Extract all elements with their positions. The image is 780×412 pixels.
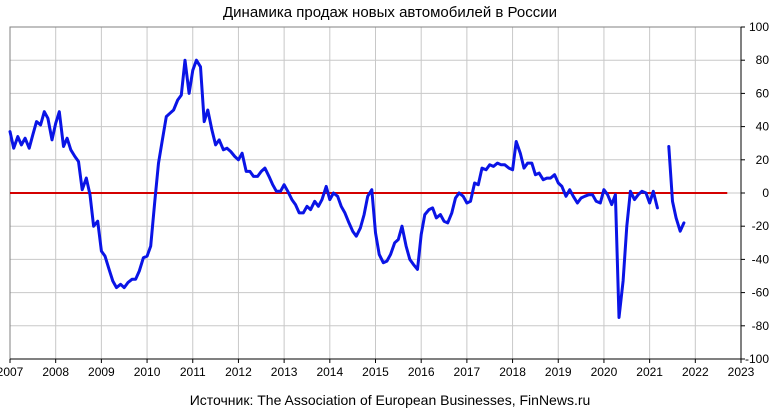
y-tick-label: -40 xyxy=(752,252,770,266)
y-tick-label: 0 xyxy=(762,186,769,200)
y-tick-label: 40 xyxy=(756,120,770,134)
y-tick-label: 60 xyxy=(756,86,770,100)
x-tick-label: 2020 xyxy=(591,365,618,379)
x-tick-label: 2015 xyxy=(362,365,389,379)
x-tick-label: 2022 xyxy=(682,365,709,379)
x-tick-label: 2013 xyxy=(271,365,298,379)
series-line xyxy=(667,145,686,233)
x-tick-label: 2016 xyxy=(408,365,435,379)
x-tick-label: 2008 xyxy=(42,365,69,379)
y-tick-label: -20 xyxy=(752,219,770,233)
series-line xyxy=(8,58,659,319)
x-tick-label: 2014 xyxy=(316,365,343,379)
x-tick-label: 2012 xyxy=(225,365,252,379)
y-tick-label: -60 xyxy=(752,286,770,300)
y-tick-label: -80 xyxy=(752,319,770,333)
chart-title: Динамика продаж новых автомобилей в Росс… xyxy=(223,4,557,21)
y-tick-label: 100 xyxy=(749,20,769,34)
x-tick-label: 2023 xyxy=(728,365,755,379)
y-tick-label: 20 xyxy=(756,153,770,167)
x-tick-label: 2019 xyxy=(545,365,572,379)
x-tick-label: 2007 xyxy=(0,365,24,379)
x-tick-label: 2009 xyxy=(88,365,115,379)
y-tick-label: -100 xyxy=(745,352,769,366)
y-tick-label: 80 xyxy=(756,53,770,67)
chart-source: Источник: The Association of European Bu… xyxy=(189,392,591,408)
x-tick-label: 2010 xyxy=(134,365,161,379)
x-tick-label: 2021 xyxy=(636,365,663,379)
x-tick-label: 2018 xyxy=(499,365,526,379)
x-tick-label: 2011 xyxy=(180,365,206,379)
x-tick-label: 2017 xyxy=(454,365,481,379)
